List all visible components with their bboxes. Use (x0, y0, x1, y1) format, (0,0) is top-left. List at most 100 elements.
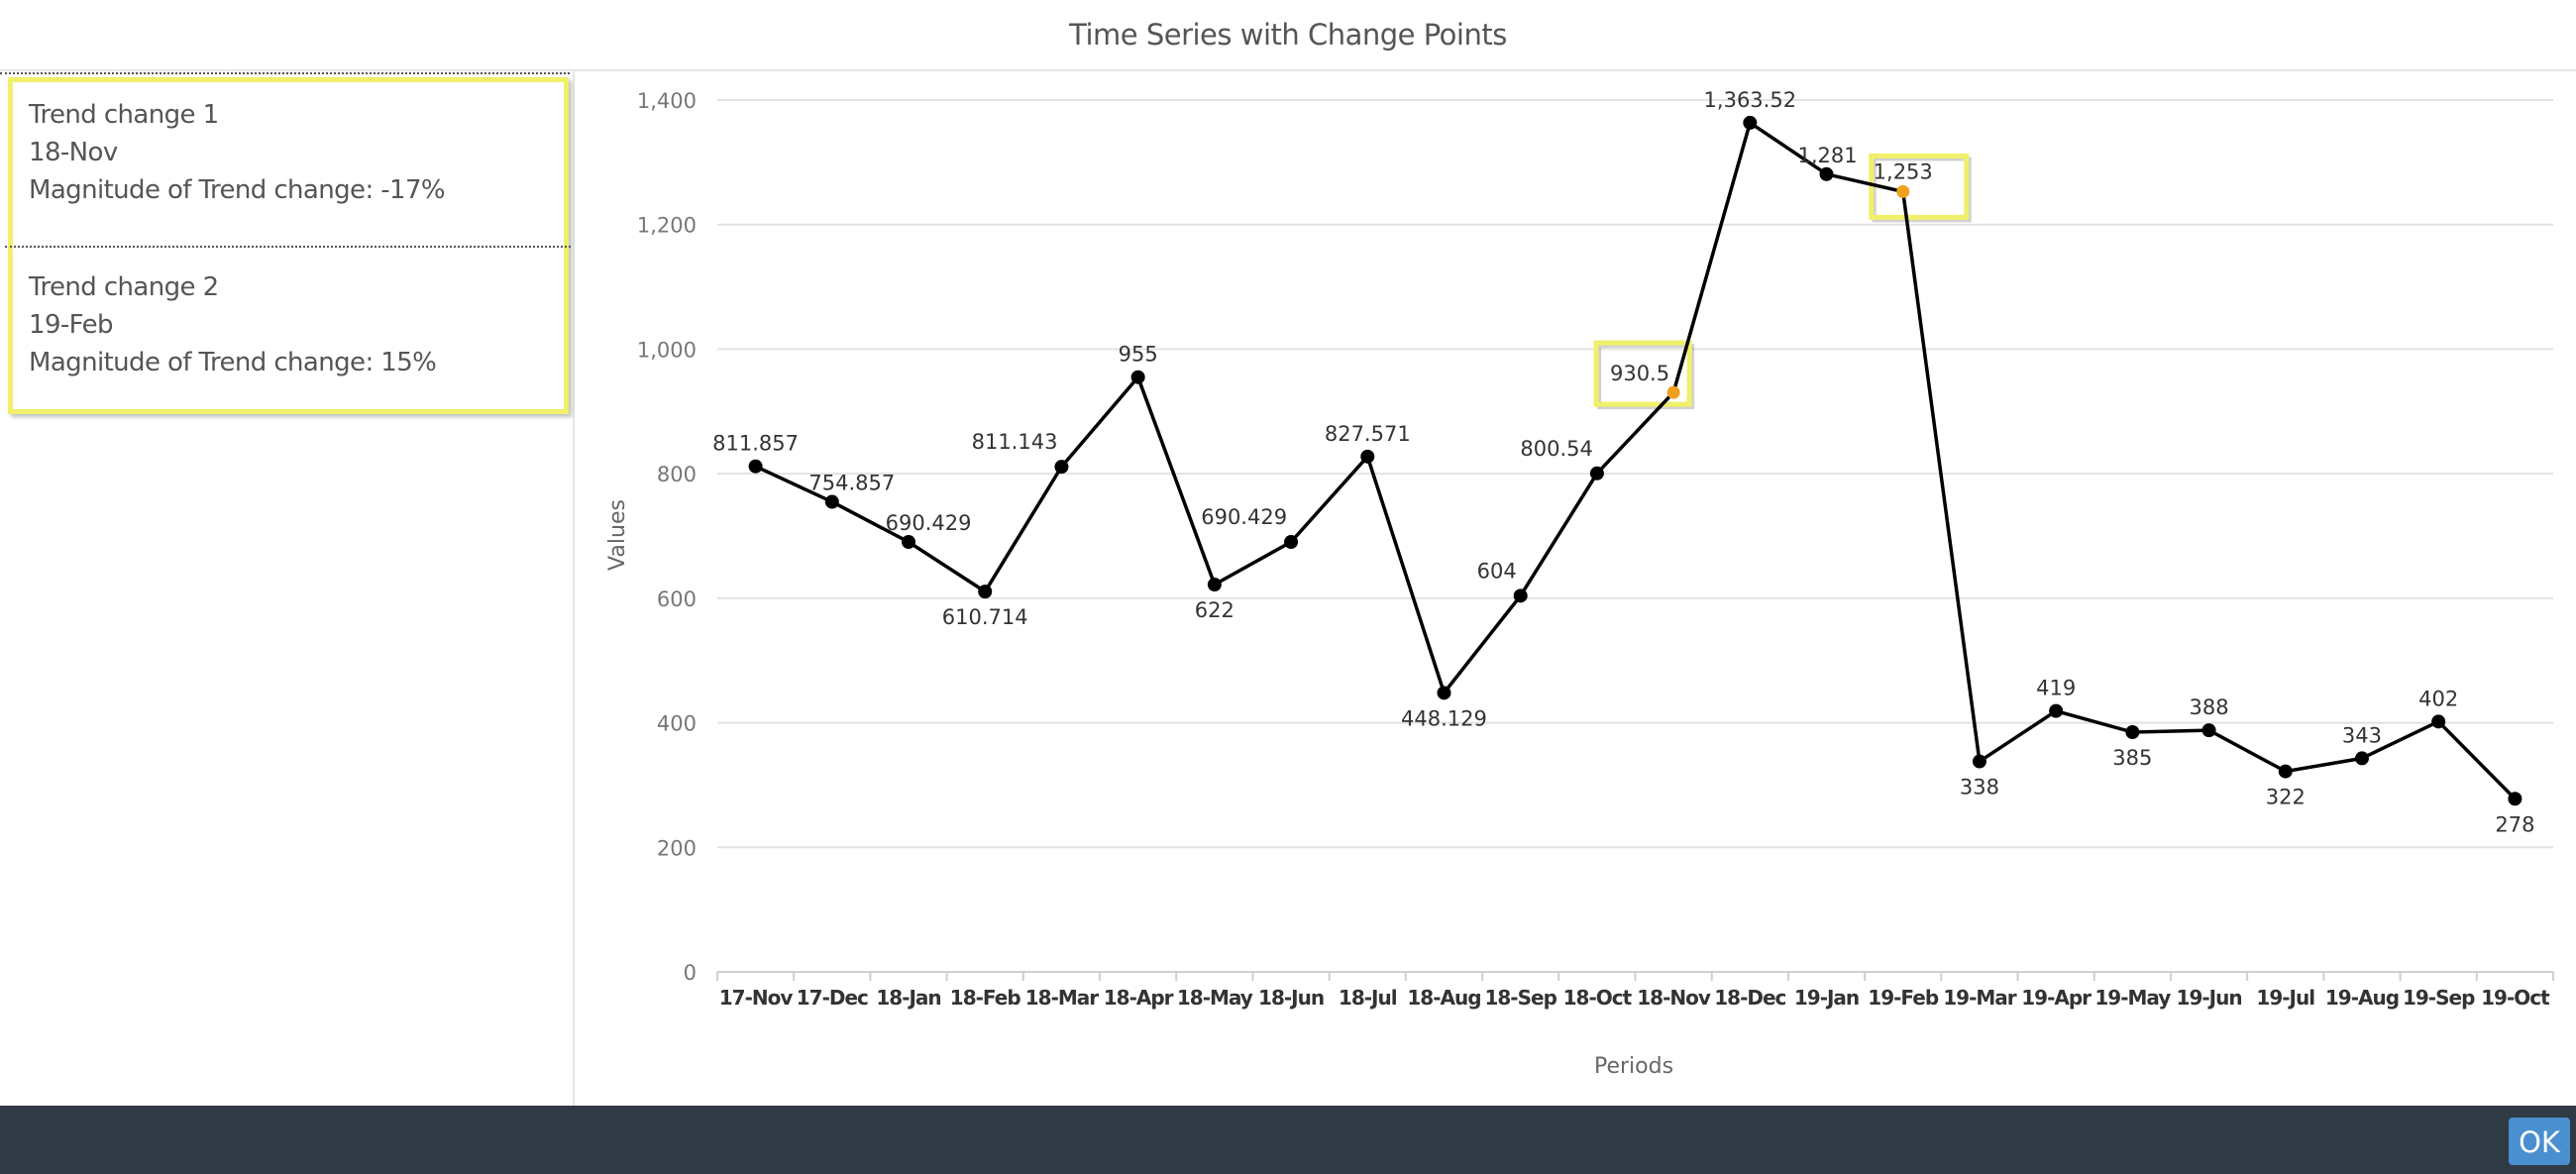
data-label: 343 (2342, 723, 2382, 747)
x-tick-label: 19-Jan (1794, 986, 1859, 1010)
x-tick-label: 18-Feb (950, 986, 1021, 1010)
data-point (824, 494, 839, 509)
data-labels: 811.857 754.857 690.429 610.714 811.143 955 62… (712, 88, 2534, 836)
data-point (1284, 535, 1299, 550)
data-label: 955 (1119, 343, 1158, 367)
x-tick-label: 19-Aug (2325, 986, 2399, 1010)
data-label: 385 (2112, 746, 2152, 770)
data-label: 690.429 (886, 511, 972, 535)
data-label: 388 (2190, 695, 2229, 719)
data-label: 610.714 (942, 605, 1028, 629)
x-tick-label: 18-Aug (1407, 986, 1480, 1010)
x-tick-label: 19-Jul (2256, 986, 2314, 1010)
change-point-box (1593, 340, 1692, 407)
y-axis-title: Values (605, 499, 630, 571)
data-point (1130, 370, 1145, 384)
data-point (1589, 466, 1604, 480)
data-label: 1,253 (1874, 160, 1933, 183)
data-point (1360, 449, 1375, 464)
y-tick-label: 1,000 (637, 338, 697, 362)
trend-change-2-label: Trend change 2 (29, 272, 219, 302)
data-label: 402 (2418, 687, 2458, 710)
x-axis-title: Periods (1594, 1054, 1673, 1079)
data-label: 690.429 (1201, 505, 1287, 529)
chart-header: Time Series with Change Points (0, 0, 2576, 71)
gridlines (717, 99, 2553, 849)
data-point (1207, 578, 1222, 592)
panel-top-divider (0, 72, 570, 74)
y-tick-label: 800 (657, 463, 697, 486)
data-label: 419 (2036, 677, 2076, 700)
trend-change-divider (5, 246, 571, 248)
x-tick-label: 19-Sep (2403, 986, 2475, 1010)
y-tick-label: 200 (657, 836, 697, 860)
x-tick-label: 19-Feb (1868, 986, 1939, 1010)
trend-change-1-period: 18-Nov (29, 138, 118, 167)
data-point (2278, 764, 2293, 779)
change-point-box (1869, 153, 1970, 220)
dialog-footer: OK (0, 1106, 2576, 1174)
trend-change-2-magnitude: Magnitude of Trend change: 15% (29, 348, 437, 377)
change-point-boxes (1593, 153, 1972, 410)
change-point-box-shadow (1597, 344, 1695, 410)
trend-change-1-label: Trend change 1 (29, 100, 219, 130)
x-tick-label: 18-Sep (1484, 986, 1556, 1010)
data-point (1972, 754, 1986, 769)
change-point-marker (1666, 385, 1680, 399)
x-axis: 17-Nov 17-Dec 18-Jan 18-Feb 18-Mar 18-Apr 18-M… (716, 971, 2554, 1010)
data-label: 338 (1960, 776, 1999, 800)
data-label: 604 (1477, 559, 1517, 583)
x-tick-label: 17-Dec (797, 986, 868, 1010)
data-label: 827.571 (1325, 422, 1411, 446)
x-tick-label: 18-Jul (1339, 986, 1397, 1010)
data-point (978, 585, 993, 599)
y-tick-label: 1,200 (637, 214, 697, 238)
ok-button[interactable]: OK (2509, 1118, 2570, 1165)
x-tick-label: 18-May (1177, 986, 1253, 1010)
data-point (2201, 723, 2216, 738)
data-point (1437, 686, 1451, 700)
data-label: 622 (1195, 598, 1234, 622)
line-chart: 0 200 400 600 800 1,000 1,200 1,400 17-Nov 17-De… (575, 71, 2576, 1106)
x-tick-label: 18-Oct (1563, 986, 1633, 1010)
y-tick-label: 400 (657, 712, 697, 736)
y-tick-label: 1,400 (637, 89, 697, 113)
data-label: 1,281 (1797, 144, 1857, 167)
data-point (1054, 460, 1069, 475)
data-point (2354, 751, 2369, 766)
data-label: 800.54 (1520, 437, 1592, 461)
data-point (2049, 703, 2064, 718)
data-point (748, 459, 763, 474)
trend-change-panel: Trend change 1 18-Nov Magnitude of Trend… (0, 71, 575, 1106)
change-point-box-shadow (1872, 157, 1972, 223)
data-point (2125, 725, 2140, 739)
x-tick-label: 18-Dec (1714, 986, 1785, 1010)
data-point (2431, 714, 2446, 729)
data-label: 811.143 (972, 430, 1058, 454)
x-tick-label: 18-Nov (1637, 986, 1711, 1010)
x-tick-label: 18-Jan (876, 986, 940, 1010)
x-tick-label: 19-Mar (1943, 986, 2017, 1010)
data-label: 278 (2495, 812, 2534, 836)
data-point (1743, 115, 1758, 130)
x-tick-label: 19-May (2094, 986, 2171, 1010)
chart-plot: 0 200 400 600 800 1,000 1,200 1,400 17-Nov 17-De… (605, 88, 2554, 1079)
series-line (754, 120, 2517, 800)
x-tick-label: 19-Apr (2021, 986, 2092, 1010)
data-points (748, 115, 2522, 806)
trend-change-2-period: 19-Feb (29, 310, 114, 340)
x-tick-label: 18-Jun (1258, 986, 1324, 1010)
y-axis-ticks: 0 200 400 600 800 1,000 1,200 1,400 (637, 89, 697, 985)
data-point (902, 535, 916, 550)
trend-change-highlight-box: Trend change 1 18-Nov Magnitude of Trend… (5, 77, 571, 414)
data-label: 930.5 (1610, 362, 1669, 385)
data-point (1513, 588, 1528, 603)
x-tick-label: 19-Oct (2481, 986, 2550, 1010)
y-tick-label: 0 (684, 961, 697, 985)
data-point (1819, 166, 1834, 181)
data-label: 1,363.52 (1704, 88, 1797, 112)
data-point (2508, 792, 2522, 806)
data-label: 811.857 (712, 432, 799, 456)
data-label: 448.129 (1401, 706, 1487, 730)
data-label: 754.857 (808, 472, 895, 495)
